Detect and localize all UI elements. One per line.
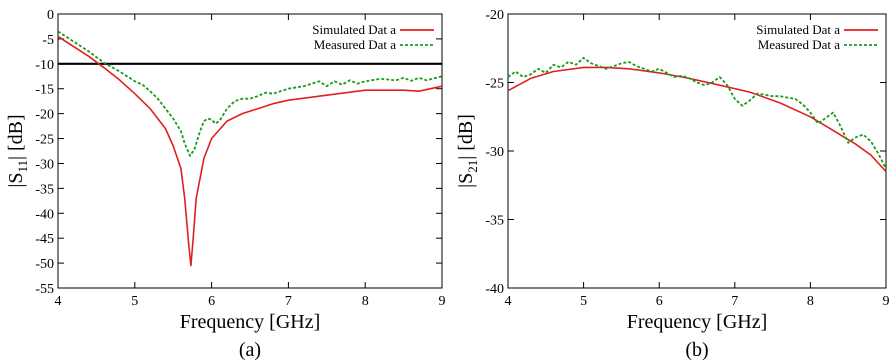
y-tick-label: -35 <box>485 214 504 229</box>
x-tick-label: 9 <box>883 294 890 309</box>
y-tick-label: -40 <box>485 282 504 297</box>
y-axis-label-subscript: 21 <box>465 160 480 173</box>
x-axis-label: Frequency [GHz] <box>180 311 321 333</box>
plot-frame <box>57 13 443 289</box>
legend-label: Simulated Dat a <box>312 22 396 37</box>
y-axis-label-main: |S <box>455 173 477 188</box>
y-tick-label: -5 <box>42 33 54 48</box>
y-axis-label-main: |S <box>5 173 27 188</box>
legend-label: Simulated Dat a <box>756 22 840 37</box>
y-axis-label: |S11| [dB] <box>5 114 30 187</box>
x-tick-label: 4 <box>505 294 512 309</box>
y-tick-label: 0 <box>47 8 54 23</box>
y-tick-label: -10 <box>35 58 54 73</box>
y-axis-label-subscript: 11 <box>15 160 30 173</box>
legend-label: Measured Dat a <box>758 37 841 52</box>
x-tick-label: 5 <box>580 294 587 309</box>
y-axis-label-unit: | [dB] <box>5 114 27 160</box>
y-tick-label: -20 <box>35 108 54 123</box>
y-axis-label-unit: | [dB] <box>455 114 477 160</box>
y-axis-label: |S21| [dB] <box>455 114 480 188</box>
y-tick-label: -25 <box>35 133 54 148</box>
x-tick-label: 9 <box>439 294 446 309</box>
panel-label: (b) <box>685 339 708 361</box>
y-tick-label: -15 <box>35 83 54 98</box>
series-line-simulated <box>57 35 443 267</box>
y-tick-label: -40 <box>35 207 54 222</box>
y-tick-label: -35 <box>35 182 54 197</box>
y-tick-label: -30 <box>485 145 504 160</box>
series-line-measured <box>507 56 887 170</box>
x-tick-label: 7 <box>731 294 738 309</box>
chart-panel-2: 4 5 6 7 8 9 -20 -25 -30 -35 -40 Simulated Dat aMeas… <box>455 8 890 361</box>
x-axis-label: Frequency [GHz] <box>627 311 768 333</box>
x-tick-label: 6 <box>656 294 663 309</box>
x-tick-label: 6 <box>208 294 215 309</box>
plot-frame <box>507 13 887 289</box>
x-tick-label: 4 <box>55 294 62 309</box>
y-tick-label: -25 <box>485 77 504 92</box>
x-tick-label: 5 <box>131 294 138 309</box>
series-line-simulated <box>507 66 887 173</box>
y-tick-label: -50 <box>35 257 54 272</box>
y-tick-label: -55 <box>35 282 54 297</box>
y-tick-label: -45 <box>35 232 54 247</box>
x-tick-label: 7 <box>285 294 292 309</box>
legend-label: Measured Dat a <box>314 37 397 52</box>
y-tick-label: -30 <box>35 157 54 172</box>
x-tick-label: 8 <box>362 294 369 309</box>
chart-panel-1: 4 5 6 7 8 9 0 -5 -10 -15 -20 -25 -30 -35 -40 -45 -50 -55 S… <box>5 8 446 361</box>
series-line-measured <box>57 30 443 157</box>
y-tick-label: -20 <box>485 8 504 23</box>
panel-label: (a) <box>239 339 261 361</box>
x-tick-label: 8 <box>807 294 814 309</box>
